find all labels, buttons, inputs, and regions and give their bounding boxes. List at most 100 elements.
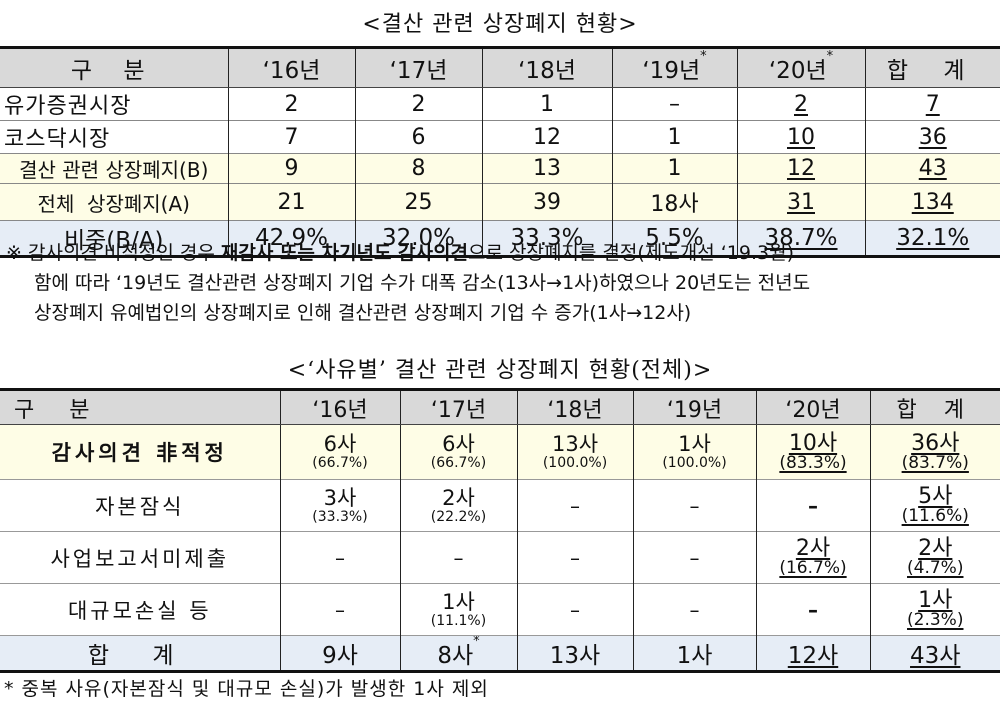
table2-title: <‘사유별’ 결산 관련 상장폐지 현황(전체)> [287,358,713,383]
cell: – [399,531,518,584]
cell: 2사 (22.2%) [399,479,518,532]
header-category: 구 분 [0,47,229,88]
row-label: 감사의견 非적정 [0,424,281,480]
row-label: 유가증권시장 [0,87,229,121]
cell: 1사 (2.3%) [869,583,1000,636]
cell: 10사 (83.3%) [755,424,871,480]
header-total: 합 계 [864,47,1000,88]
row-label: 자본잠식 [0,479,281,532]
footnote-duplicate: * 중복 사유(자본잠식 및 대규모 손실)가 발생한 1사 제외 [4,678,489,700]
table-row-capital-erosion: 자본잠식 3사 (33.3%) 2사 (22.2%) – – – 5사 (11.6%) [0,479,1000,532]
cell: 2 [736,87,866,121]
cell: 6사 (66.7%) [279,424,401,480]
cell: 9 [227,153,356,184]
cell: 2 [354,87,483,121]
row-label: 결산 관련 상장폐지(B) [0,153,229,184]
cell: 6 [354,120,483,154]
cell: 21 [227,183,356,221]
footnote-regulation: ※ 감사의견 비적정인 경우 재감사 또는 차기년도 감사의견으로 상장폐지를 … [6,238,996,328]
header-2019: ‘19년* [611,47,738,88]
table-row-ratio: 비중(B/A) 42.9% 32.0% 33.3% 5.5% 38.7% 32.… [0,220,1000,257]
cell: 13사 [516,635,634,672]
cell: 1사 [632,635,757,672]
cell: – [632,479,757,532]
cell: – [516,479,634,532]
table-row-audit-opinion: 감사의견 非적정 6사 (66.7%) 6사 (66.7%) 13사 (100.0%)… [0,424,1000,480]
header-2017: ‘17년 [354,47,483,88]
cell: 38.7% [736,220,866,257]
cell: 32.1% [864,220,1000,257]
table2-header-row: 구 분 ‘16년 ‘17년 ‘18년 ‘19년 ‘20년 합 계 [0,389,1000,425]
row-label: 합 계 [0,635,281,672]
cell: 5.5% [611,220,738,257]
cell: – [755,479,871,532]
reference-mark: ※ [6,242,22,264]
cell: 9사 [279,635,401,672]
table-row-kosdaq: 코스닥시장 7 6 12 1 10 36 [0,120,1000,154]
cell: 8사* [399,635,518,672]
header-2018: ‘18년 [516,389,634,425]
cell: – [632,531,757,584]
cell: – [755,583,871,636]
delisting-summary-table: 구 분 ‘16년 ‘17년 ‘18년 ‘19년* ‘20년* 합 계 유가증권시… [0,46,1000,258]
cell: 18사 [611,183,738,221]
table-row-total-delisting: 전체 상장폐지(A) 21 25 39 18사 31 134 [0,183,1000,221]
cell: 12사 [755,635,871,672]
cell: 13 [481,153,613,184]
header-2019: ‘19년 [632,389,757,425]
cell: 2 [227,87,356,121]
note-line-1: ※ 감사의견 비적정인 경우 재감사 또는 차기년도 감사의견으로 상장폐지를 … [6,242,794,264]
cell: 42.9% [227,220,356,257]
cell: 10 [736,120,866,154]
cell: 8 [354,153,483,184]
row-label: 사업보고서미제출 [0,531,281,584]
cell: 39 [481,183,613,221]
row-label: 전체 상장폐지(A) [0,183,229,221]
row-label: 대규모손실 등 [0,583,281,636]
cell: 7 [227,120,356,154]
cell: 2사 (4.7%) [869,531,1000,584]
cell: 12 [736,153,866,184]
cell: 33.3% [481,220,613,257]
note-line-3: 상장폐지 유예법인의 상장폐지로 인해 결산관련 상장폐지 기업 수 증가(1사… [34,302,692,324]
cell: – [516,531,634,584]
row-label: 코스닥시장 [0,120,229,154]
table-row-kospi: 유가증권시장 2 2 1 – 2 7 [0,87,1000,121]
delisting-by-reason-table: 구 분 ‘16년 ‘17년 ‘18년 ‘19년 ‘20년 합 계 감사의견 非적… [0,388,1000,673]
cell: 5사 (11.6%) [869,479,1000,532]
cell: 43 [864,153,1000,184]
cell: 2사 (16.7%) [755,531,871,584]
table1-header-row: 구 분 ‘16년 ‘17년 ‘18년 ‘19년* ‘20년* 합 계 [0,47,1000,88]
cell: 6사 (66.7%) [399,424,518,480]
header-2016: ‘16년 [279,389,401,425]
cell: 43사 [869,635,1000,672]
cell: 31 [736,183,866,221]
cell: 1 [611,120,738,154]
note-line-2: 함에 따라 ‘19년도 결산관련 상장폐지 기업 수가 대폭 감소(13사→1사… [34,272,811,294]
table-row-settlement-delisting: 결산 관련 상장폐지(B) 9 8 13 1 12 43 [0,153,1000,184]
cell: 25 [354,183,483,221]
cell: 7 [864,87,1000,121]
row-label: 비중(B/A) [0,220,229,257]
header-category: 구 분 [0,389,281,425]
cell: 1 [611,153,738,184]
cell: 13사 (100.0%) [516,424,634,480]
table-row-report-not-submitted: 사업보고서미제출 – – – – 2사 (16.7%) 2사 (4.7%) [0,531,1000,584]
cell: 1사 (11.1%) [399,583,518,636]
cell: – [516,583,634,636]
header-2020: ‘20년* [736,47,866,88]
cell: 36 [864,120,1000,154]
cell: 36사 (83.7%) [869,424,1000,480]
cell: 12 [481,120,613,154]
cell: 32.0% [354,220,483,257]
table1-title: <결산 관련 상장폐지 현황> [362,12,638,37]
table-row-large-loss: 대규모손실 등 – 1사 (11.1%) – – – 1사 (2.3%) [0,583,1000,636]
header-2016: ‘16년 [227,47,356,88]
header-2020: ‘20년 [755,389,871,425]
cell: – [632,583,757,636]
cell: 1사 (100.0%) [632,424,757,480]
cell: – [279,583,401,636]
cell: – [279,531,401,584]
cell: 1 [481,87,613,121]
header-total: 합 계 [869,389,1000,425]
